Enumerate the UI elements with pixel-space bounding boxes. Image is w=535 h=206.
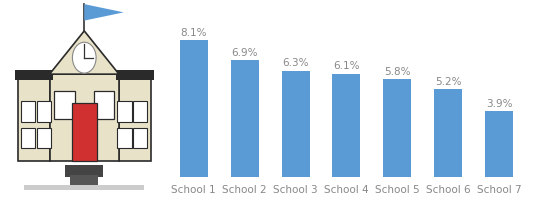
Bar xyxy=(180,40,208,177)
Bar xyxy=(37,128,51,148)
Bar xyxy=(50,74,119,161)
Text: 6.1%: 6.1% xyxy=(333,61,360,71)
Bar xyxy=(281,71,310,177)
Bar xyxy=(119,74,150,161)
Text: 6.9%: 6.9% xyxy=(231,48,258,58)
Bar xyxy=(133,128,148,148)
Bar xyxy=(383,79,411,177)
Bar xyxy=(116,70,154,80)
Bar xyxy=(72,103,97,161)
Text: 5.2%: 5.2% xyxy=(435,77,462,87)
Polygon shape xyxy=(50,31,119,74)
Bar xyxy=(117,101,132,122)
Text: 8.1%: 8.1% xyxy=(180,28,207,38)
Bar xyxy=(21,128,35,148)
Bar xyxy=(18,74,50,161)
Text: 3.9%: 3.9% xyxy=(486,99,513,109)
Bar xyxy=(133,101,148,122)
Bar xyxy=(117,128,132,148)
Bar xyxy=(54,91,75,119)
Circle shape xyxy=(72,42,96,73)
Text: 5.8%: 5.8% xyxy=(384,67,410,76)
Bar xyxy=(65,165,103,177)
Bar xyxy=(21,101,35,122)
Bar xyxy=(231,60,258,177)
Bar xyxy=(332,74,361,177)
Polygon shape xyxy=(84,4,124,21)
Bar xyxy=(434,89,462,177)
Text: 6.3%: 6.3% xyxy=(282,58,309,68)
Bar xyxy=(15,70,52,80)
Bar xyxy=(94,91,114,119)
Bar xyxy=(70,175,98,185)
Bar xyxy=(37,101,51,122)
Polygon shape xyxy=(24,185,144,190)
Bar xyxy=(485,111,513,177)
